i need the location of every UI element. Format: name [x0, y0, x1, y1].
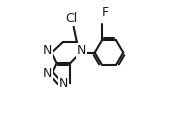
Text: N: N [42, 67, 52, 80]
Text: N: N [42, 44, 52, 57]
Text: F: F [102, 6, 109, 19]
Text: Cl: Cl [65, 12, 77, 25]
Text: N: N [77, 44, 86, 57]
Text: N: N [59, 77, 69, 90]
